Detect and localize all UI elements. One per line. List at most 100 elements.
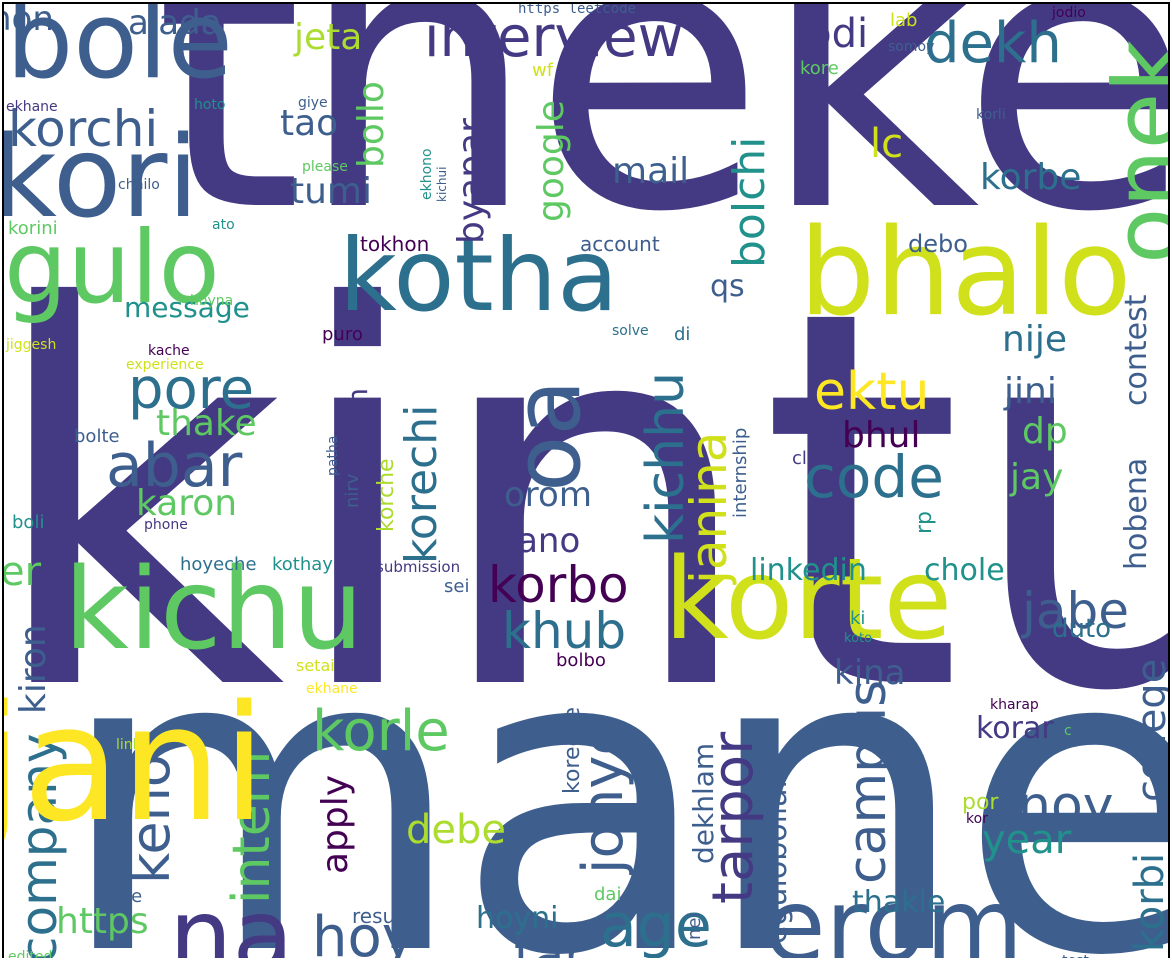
word-mail: mail <box>612 151 690 192</box>
word-kore: kore <box>800 58 839 79</box>
word-koreche: koreche <box>560 706 585 794</box>
word-tumi: tumi <box>290 171 373 212</box>
word-setai: setai <box>296 656 335 675</box>
word-kothay: kothay <box>272 554 333 575</box>
word-interview: interview <box>424 5 684 70</box>
word-kotha: kotha <box>339 217 619 334</box>
word-byapar: byapar <box>451 118 492 244</box>
word-tao: tao <box>280 103 339 144</box>
word-korche: korche <box>374 458 399 532</box>
word-korbo: korbo <box>488 556 629 614</box>
word-tokhon: tokhon <box>360 232 430 256</box>
word-pore: pore <box>128 357 255 422</box>
word-dekh: dekh <box>924 11 1062 76</box>
word-kori: kori <box>2 113 199 243</box>
word-nei: nei <box>684 912 705 940</box>
word-alada: alada <box>128 3 222 43</box>
word-egulobollam: egulobollam <box>759 759 794 944</box>
word-bole: bole <box>6 2 233 102</box>
word-hon: hon <box>4 2 54 39</box>
word-jodi: jodi <box>796 11 869 57</box>
word-experience: experience <box>126 357 204 373</box>
word-korte: korte <box>664 535 953 665</box>
word-campus: campus <box>838 679 898 884</box>
word-korechi: korechi <box>396 404 447 564</box>
word-class: class <box>792 448 837 469</box>
word-ekhane: ekhane <box>306 681 358 697</box>
word-kharap: kharap <box>990 697 1039 713</box>
word-koto: koto <box>844 631 873 646</box>
word-rp: rp <box>912 510 937 534</box>
word-na: na <box>169 877 294 959</box>
word-qs: qs <box>710 269 745 304</box>
word-account: account <box>580 232 660 256</box>
word-nije: nije <box>1002 319 1067 360</box>
word-bhalo: bhalo <box>799 204 1132 343</box>
word-gulo: gulo <box>4 209 220 326</box>
word-debe: debe <box>406 807 506 853</box>
word-phone: phone <box>144 517 188 533</box>
word-theke: theke <box>154 2 1170 295</box>
word-ekhane-2: ekhane <box>6 99 58 115</box>
word-message: message <box>124 291 250 324</box>
word-patha: patha <box>325 435 341 476</box>
word-jani: jani <box>2 670 267 857</box>
word-debo: debo <box>908 230 968 258</box>
word-dp: dp <box>1022 411 1068 452</box>
word-bollo: bollo <box>351 81 392 168</box>
word-chole: chole <box>924 553 1005 588</box>
word-google: google <box>531 100 572 222</box>
word-duto: duto <box>1052 614 1112 644</box>
word-solve: solve <box>612 323 649 339</box>
word-college: college <box>1129 658 1170 802</box>
word-khub: khub <box>502 602 627 660</box>
word-giye: giye <box>298 95 328 111</box>
word-kano: kano <box>498 521 581 561</box>
word-ato: ato <box>212 217 235 233</box>
word-hoyna: hoyna <box>190 293 234 309</box>
word-somoy: somoy <box>888 39 935 55</box>
word-karon: karon <box>136 483 238 524</box>
word-wf: wf <box>532 60 554 81</box>
word-onek: onek <box>1094 39 1170 264</box>
word-hoto: hoto <box>194 97 226 113</box>
word-test: test <box>1062 954 1089 958</box>
word-jini: jini <box>1004 371 1057 412</box>
word-hoy: hoy <box>312 905 415 959</box>
word-dekhlam: dekhlam <box>687 742 720 864</box>
word-internship: internship <box>730 427 751 518</box>
word-korbi: korbi <box>1127 852 1170 952</box>
word-korli: korli <box>976 107 1006 123</box>
word-link: link <box>116 737 141 753</box>
word-https-leetcode: https leetcode <box>518 2 637 17</box>
word-https: https <box>56 901 149 942</box>
word-kintu: kintu <box>2 199 1170 805</box>
canvas-border <box>1168 4 1170 958</box>
word-thake: thake <box>156 403 257 444</box>
word-resume: resume <box>352 904 427 928</box>
word-bolchi: bolchi <box>724 136 775 268</box>
word-por: por <box>962 790 999 815</box>
word-lc: lc <box>870 121 904 167</box>
word-janina: janina <box>680 431 738 584</box>
word-noy: noy <box>1018 776 1114 836</box>
word-kichui: kichui <box>435 166 449 202</box>
word-tar: tar <box>514 926 585 958</box>
word-hoyni: hoyni <box>476 901 559 936</box>
word-edited: edited <box>8 949 53 958</box>
word-kina: kina <box>834 653 906 693</box>
word-chhilo: chhilo <box>118 177 160 193</box>
word-di: di <box>674 324 691 345</box>
word-mane: mane <box>56 559 1170 959</box>
word-code: code <box>804 443 944 511</box>
word-abar: abar <box>106 431 243 501</box>
word-puro: puro <box>322 324 363 345</box>
word-jiggesh: jiggesh <box>6 337 57 353</box>
word-korlam: korlam <box>341 387 374 484</box>
word-kor: kor <box>966 811 988 827</box>
word-jeta: jeta <box>294 17 363 58</box>
word-ekhono: ekhono <box>419 148 435 200</box>
word-sei: sei <box>444 576 470 597</box>
word-c: c <box>1064 723 1072 739</box>
